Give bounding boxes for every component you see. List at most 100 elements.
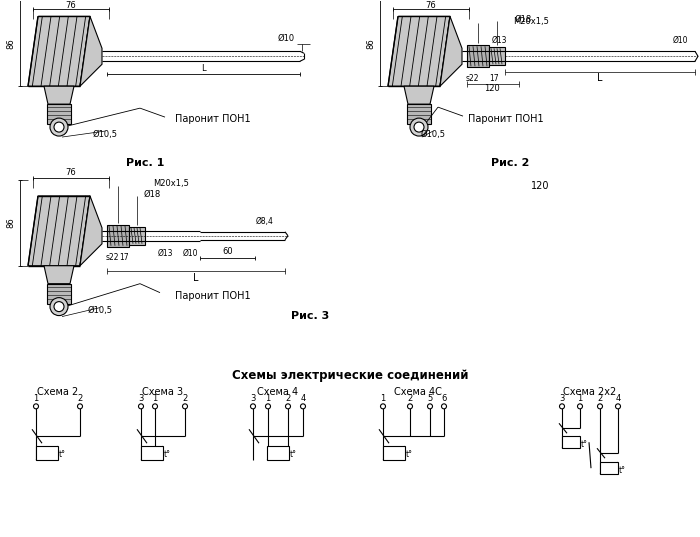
Text: Ø10: Ø10: [182, 249, 197, 258]
Text: 76: 76: [66, 1, 76, 10]
Circle shape: [381, 404, 386, 409]
Bar: [383, 446, 405, 460]
Text: L: L: [597, 73, 603, 83]
Text: t°: t°: [59, 450, 66, 459]
Text: t°: t°: [290, 450, 297, 459]
Text: 4: 4: [300, 394, 306, 403]
Bar: [467, 45, 489, 67]
Text: Ø10,5: Ø10,5: [88, 306, 113, 315]
Text: Рис. 1: Рис. 1: [126, 158, 164, 168]
Circle shape: [615, 404, 620, 409]
Circle shape: [559, 404, 564, 409]
Polygon shape: [80, 17, 102, 86]
Bar: [562, 436, 580, 448]
Polygon shape: [44, 266, 74, 284]
Text: 5: 5: [428, 394, 433, 403]
Text: Паронит ПОН1: Паронит ПОН1: [468, 114, 544, 124]
Text: 3: 3: [251, 394, 256, 403]
Polygon shape: [28, 17, 90, 86]
Text: 1: 1: [380, 394, 386, 403]
Text: Рис. 2: Рис. 2: [491, 158, 529, 168]
Circle shape: [442, 404, 447, 409]
Text: Ø10: Ø10: [278, 34, 295, 43]
Text: 86: 86: [366, 38, 375, 49]
Circle shape: [139, 404, 143, 409]
Text: 2: 2: [183, 394, 188, 403]
Text: 86: 86: [6, 38, 15, 49]
Text: 4: 4: [615, 394, 621, 403]
Circle shape: [50, 118, 68, 136]
Circle shape: [183, 404, 188, 409]
Circle shape: [407, 404, 412, 409]
Circle shape: [50, 297, 68, 316]
Text: 120: 120: [531, 181, 550, 191]
Circle shape: [300, 404, 305, 409]
Circle shape: [410, 118, 428, 136]
Circle shape: [265, 404, 270, 409]
Circle shape: [34, 404, 38, 409]
Text: 6: 6: [441, 394, 447, 403]
Text: 3: 3: [559, 394, 565, 403]
Text: 2: 2: [286, 394, 290, 403]
Text: 1: 1: [578, 394, 582, 403]
Text: Ø13: Ø13: [158, 249, 173, 258]
Bar: [36, 446, 58, 460]
Circle shape: [414, 122, 424, 132]
Polygon shape: [388, 17, 450, 86]
Text: Ø18: Ø18: [144, 190, 160, 198]
Text: 60: 60: [222, 247, 233, 256]
Bar: [407, 104, 431, 124]
Circle shape: [153, 404, 158, 409]
Text: Ø13: Ø13: [491, 36, 507, 45]
Bar: [489, 47, 505, 66]
Bar: [47, 284, 71, 303]
Text: L: L: [193, 273, 199, 282]
Polygon shape: [44, 86, 74, 104]
Bar: [107, 225, 129, 247]
Text: 1: 1: [153, 394, 158, 403]
Text: Схема 4С: Схема 4С: [394, 387, 442, 397]
Bar: [600, 462, 618, 474]
Bar: [267, 446, 289, 460]
Text: M20х1,5: M20х1,5: [513, 17, 549, 26]
Text: 1: 1: [265, 394, 271, 403]
Text: t°: t°: [406, 450, 413, 459]
Circle shape: [578, 404, 582, 409]
Text: Схема 2: Схема 2: [37, 387, 78, 397]
Polygon shape: [28, 196, 90, 266]
Polygon shape: [440, 17, 462, 86]
Text: Схема 4: Схема 4: [258, 387, 299, 397]
Text: 17: 17: [119, 253, 129, 262]
Circle shape: [54, 122, 64, 132]
Text: 120: 120: [484, 84, 500, 93]
Text: M20х1,5: M20х1,5: [153, 179, 189, 188]
Text: Паронит ПОН1: Паронит ПОН1: [175, 291, 251, 301]
Text: Схема 2х2: Схема 2х2: [564, 387, 617, 397]
Text: L: L: [201, 64, 206, 72]
Text: s22: s22: [466, 74, 479, 83]
Text: t°: t°: [164, 450, 171, 459]
Text: 17: 17: [489, 74, 499, 83]
Polygon shape: [80, 196, 102, 266]
Text: Ø8,4: Ø8,4: [256, 217, 274, 226]
Text: Схема 3: Схема 3: [142, 387, 183, 397]
Text: t°: t°: [581, 440, 588, 449]
Circle shape: [286, 404, 290, 409]
Circle shape: [78, 404, 83, 409]
Circle shape: [598, 404, 603, 409]
Text: Ø18: Ø18: [515, 15, 532, 24]
Text: s22: s22: [105, 253, 119, 262]
Text: 76: 76: [426, 1, 436, 10]
Text: 1: 1: [34, 394, 38, 403]
Text: Рис. 3: Рис. 3: [291, 310, 329, 321]
Text: 2: 2: [78, 394, 83, 403]
Bar: [141, 446, 163, 460]
Circle shape: [428, 404, 433, 409]
Text: 2: 2: [407, 394, 412, 403]
Text: Ø10,5: Ø10,5: [92, 129, 118, 139]
Text: 2: 2: [597, 394, 603, 403]
Circle shape: [54, 302, 64, 311]
Polygon shape: [404, 86, 434, 104]
Text: 86: 86: [6, 217, 15, 228]
Text: 3: 3: [139, 394, 143, 403]
